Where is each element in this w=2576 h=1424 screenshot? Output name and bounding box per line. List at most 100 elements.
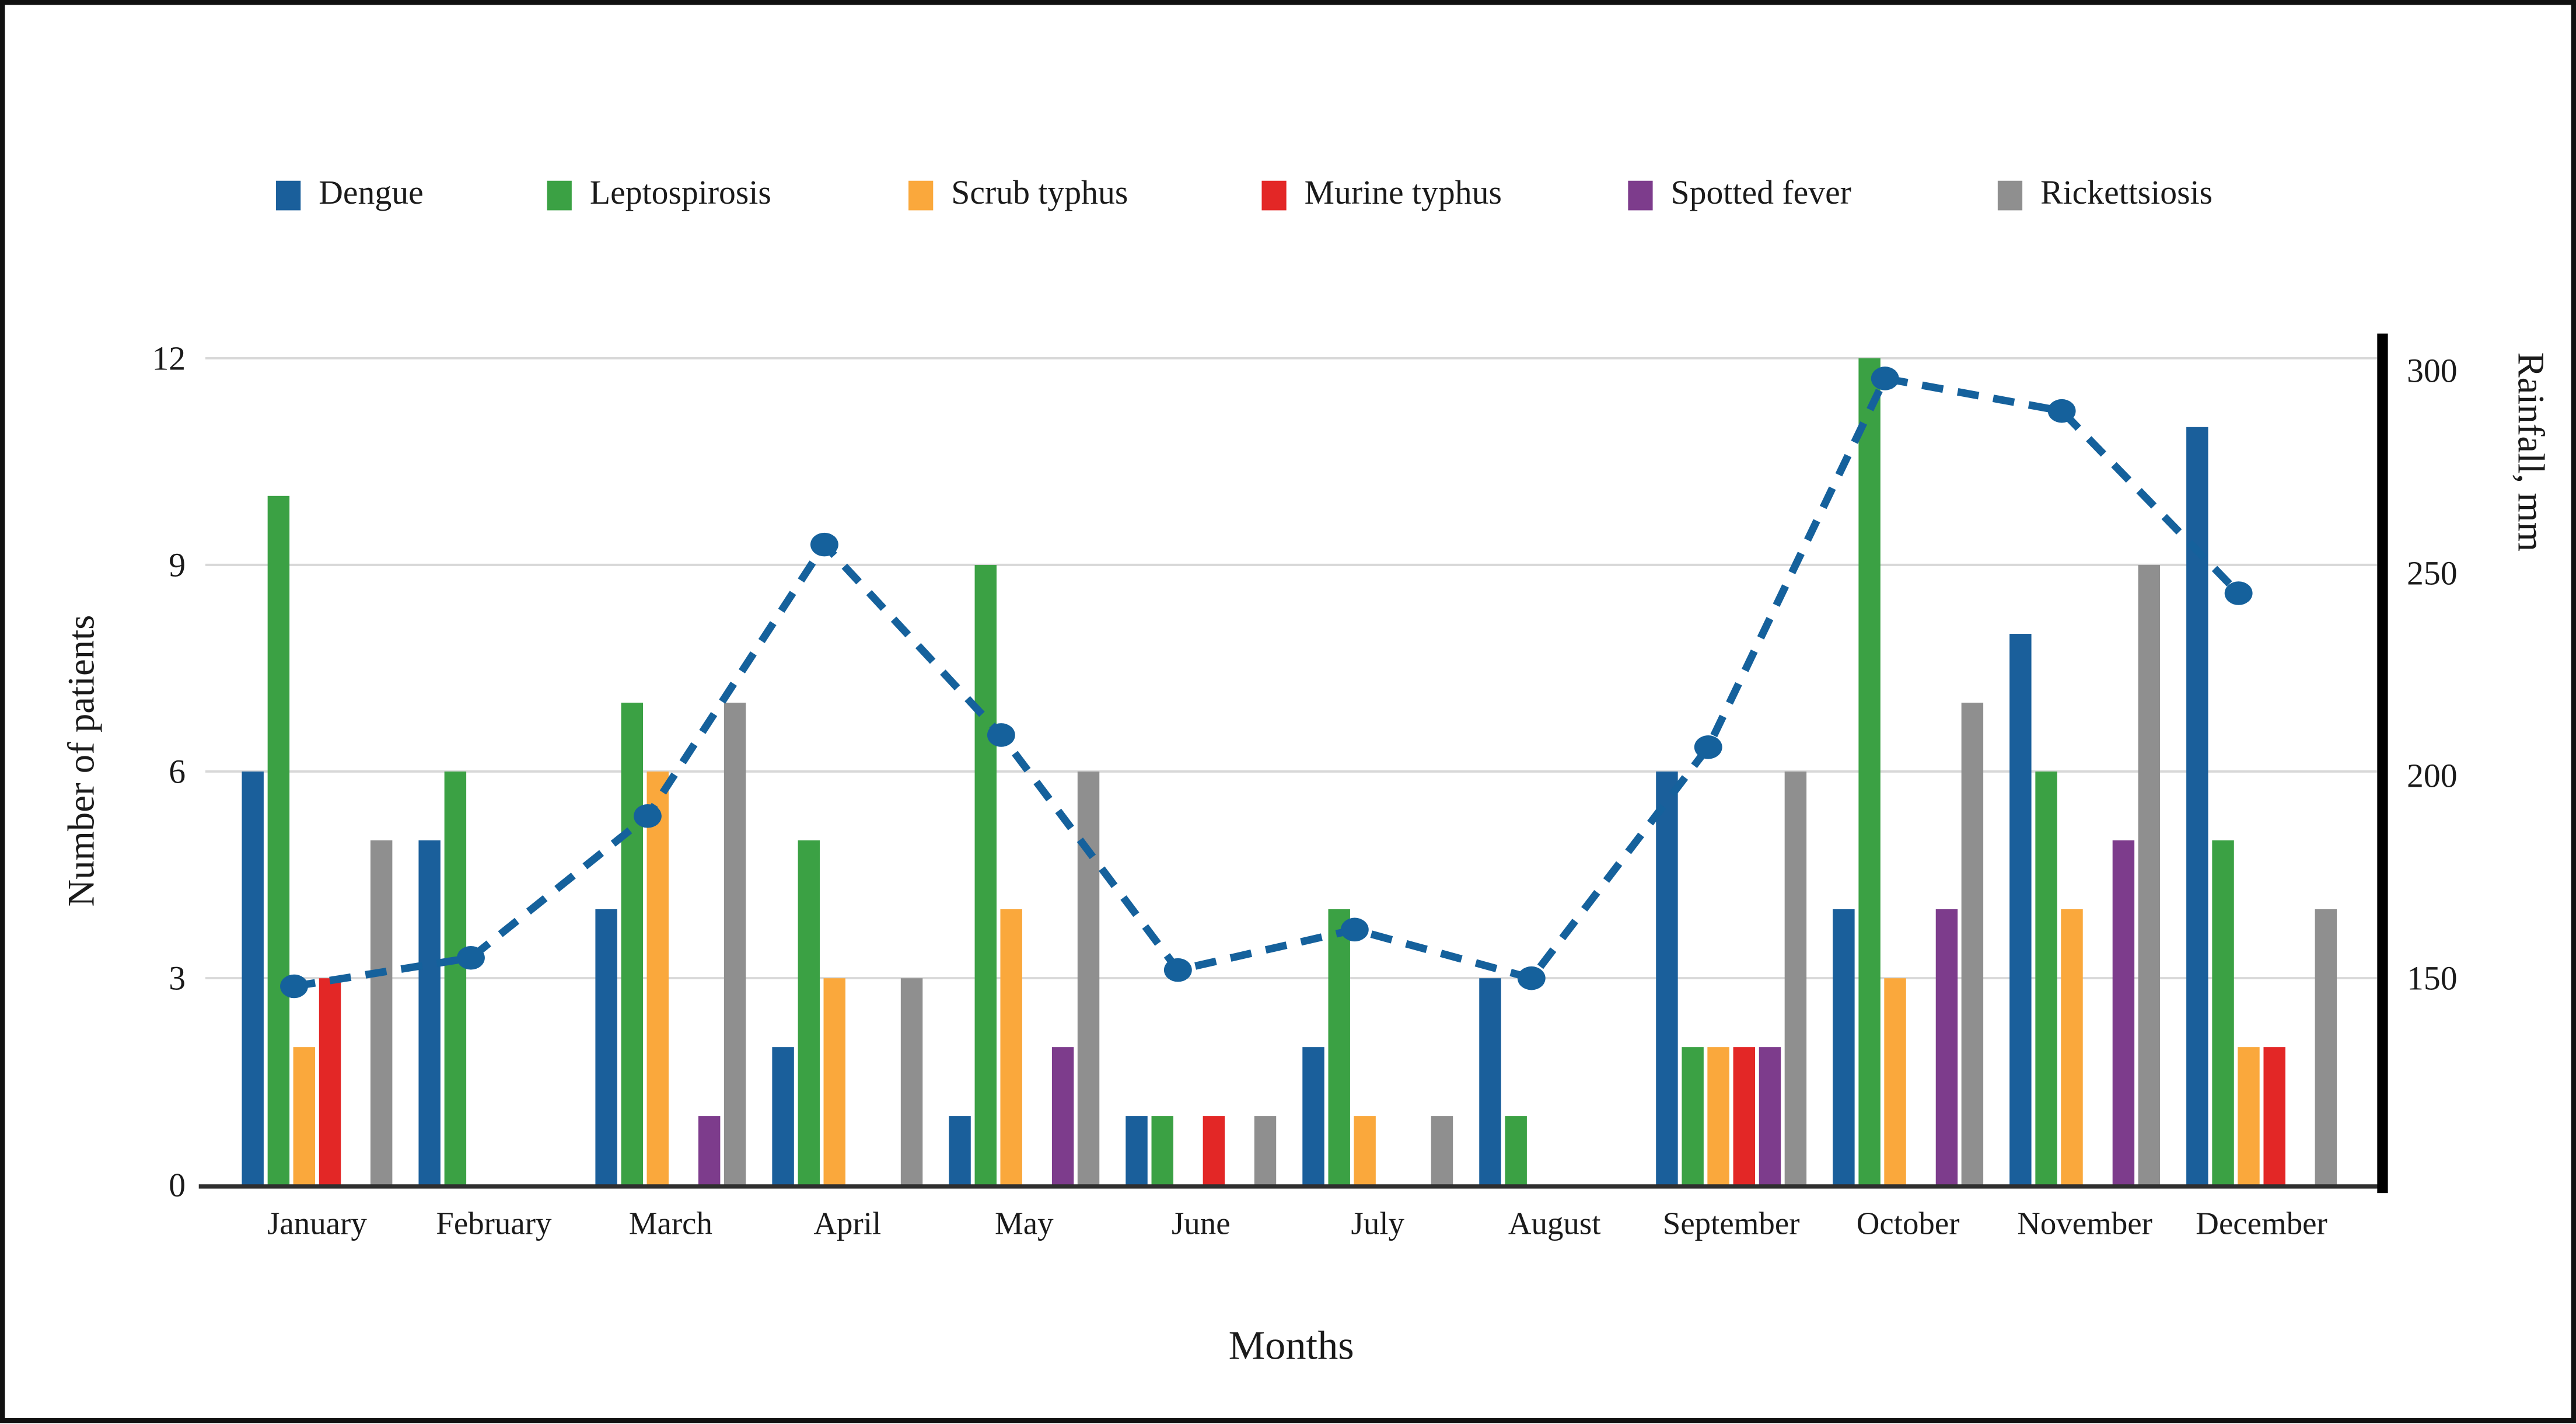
x-tick-october: October (1857, 1206, 1960, 1241)
bar-dengue-july (1302, 1047, 1324, 1185)
bar-spotted-fever-may (1051, 1047, 1074, 1185)
rainfall-line (293, 374, 2242, 990)
chart-canvas: 0 3 6 9 12 150 200 250 300 January February March Ap… (60, 333, 2551, 1369)
bar-scrub-typhus-september (1707, 1047, 1729, 1185)
y-right-tick-300: 300 (2407, 352, 2458, 389)
x-tick-august: August (1508, 1206, 1601, 1241)
legend-item-rickettsiosis: Rickettsiosis (1997, 176, 2213, 214)
y-left-tick-3: 3 (169, 961, 186, 997)
bar-murine-typhus-december (2263, 1047, 2285, 1185)
x-tick-november: November (2017, 1206, 2152, 1241)
x-axis-title: Months (1229, 1323, 1354, 1369)
bar-dengue-november (2009, 634, 2032, 1185)
legend-label: Scrub typhus (951, 176, 1128, 212)
bar-rickettsiosis-march (723, 702, 746, 1185)
x-tick-july: July (1351, 1206, 1404, 1241)
bar-leptospirosis-november (2035, 771, 2057, 1185)
bar-dengue-april (772, 1047, 794, 1185)
bar-rickettsiosis-july (1431, 1116, 1453, 1185)
bar-dengue-december (2186, 427, 2208, 1185)
rainfall-point-january (280, 974, 308, 999)
bar-spotted-fever-november (2112, 840, 2135, 1185)
y-right-tick-250: 250 (2407, 555, 2458, 592)
bar-dengue-march (595, 909, 617, 1185)
legend-label: Rickettsiosis (2040, 176, 2213, 212)
bar-scrub-typhus-april (823, 978, 845, 1185)
rainfall-point-september (1694, 735, 1722, 759)
bar-scrub-typhus-july (1354, 1116, 1376, 1185)
rainfall-point-february (457, 945, 485, 970)
bar-leptospirosis-february (444, 771, 467, 1185)
bar-murine-typhus-september (1733, 1047, 1756, 1185)
bar-scrub-typhus-may (1000, 909, 1022, 1185)
rainfall-point-july (1340, 917, 1369, 942)
bar-layer (242, 358, 2337, 1185)
bar-leptospirosis-december (2212, 840, 2234, 1185)
bar-dengue-january (242, 771, 264, 1185)
bar-leptospirosis-september (1682, 1047, 1704, 1185)
bar-dengue-september (1656, 771, 1678, 1185)
bar-dengue-october (1833, 909, 1855, 1185)
bar-murine-typhus-january (319, 978, 341, 1185)
legend-item-murine-typhus: Murine typhus (1261, 176, 1502, 214)
rainfall-point-august (1517, 966, 1546, 990)
y-left-tick-6: 6 (169, 754, 186, 791)
y-right-tick-200: 200 (2407, 758, 2458, 795)
y-left-tick-0: 0 (169, 1167, 186, 1204)
rainfall-line-layer (280, 367, 2253, 999)
y-left-tick-12: 12 (152, 341, 186, 378)
legend-item-scrub-typhus: Scrub typhus (908, 176, 1128, 214)
bar-leptospirosis-april (798, 840, 820, 1185)
rainfall-point-may (987, 723, 1015, 747)
bar-spotted-fever-september (1759, 1047, 1781, 1185)
y-axis-left-title: Number of patients (60, 615, 102, 907)
legend-label: Murine typhus (1304, 176, 1502, 212)
bar-rickettsiosis-may (1077, 771, 1100, 1185)
rainfall-point-october (1871, 367, 1899, 390)
bar-scrub-typhus-december (2238, 1047, 2260, 1185)
bar-rickettsiosis-november (2138, 565, 2161, 1185)
bar-murine-typhus-june (1203, 1116, 1225, 1185)
bar-scrub-typhus-march (646, 771, 669, 1185)
bar-leptospirosis-october (1858, 358, 1881, 1185)
y-left-tick-9: 9 (169, 547, 186, 584)
x-tick-june: June (1172, 1206, 1231, 1241)
x-tick-march: March (629, 1206, 712, 1241)
bar-dengue-june (1126, 1116, 1148, 1185)
legend-label: Dengue (319, 176, 424, 212)
legend-item-spotted-fever: Spotted fever (1628, 176, 1851, 214)
bar-rickettsiosis-january (370, 840, 393, 1185)
bar-leptospirosis-july (1328, 909, 1350, 1185)
bar-dengue-august (1479, 978, 1501, 1185)
x-tick-february: February (436, 1206, 552, 1241)
rainfall-point-april (810, 532, 838, 557)
y-right-tick-150: 150 (2407, 961, 2458, 997)
legend-swatch-icon-leptospirosis (547, 180, 572, 210)
bar-rickettsiosis-june (1254, 1116, 1277, 1185)
bar-scrub-typhus-november (2061, 909, 2083, 1185)
x-tick-december: December (2196, 1206, 2327, 1241)
rainfall-point-june (1163, 958, 1192, 982)
bar-scrub-typhus-october (1884, 978, 1906, 1185)
legend-swatch-icon-scrub-typhus (908, 180, 934, 210)
bar-rickettsiosis-october (1961, 702, 1984, 1185)
bar-spotted-fever-march (698, 1116, 721, 1185)
bar-rickettsiosis-april (900, 978, 923, 1185)
right-axis-spine (2377, 333, 2388, 1193)
bar-leptospirosis-june (1151, 1116, 1173, 1185)
bar-leptospirosis-august (1505, 1116, 1527, 1185)
bar-spotted-fever-october (1935, 909, 1958, 1185)
axis-layer (198, 333, 2388, 1193)
x-tick-january: January (267, 1206, 367, 1241)
rainfall-point-march (634, 804, 662, 828)
rainfall-point-december (2224, 581, 2253, 605)
bar-dengue-february (418, 840, 441, 1185)
bar-leptospirosis-march (621, 702, 644, 1185)
x-tick-september: September (1663, 1206, 1800, 1241)
bar-leptospirosis-may (974, 565, 997, 1185)
legend-swatch-icon-dengue (276, 180, 301, 210)
rainfall-point-november (2047, 399, 2076, 423)
x-tick-april: April (813, 1206, 881, 1241)
legend-swatch-icon-rickettsiosis (1997, 180, 2023, 210)
